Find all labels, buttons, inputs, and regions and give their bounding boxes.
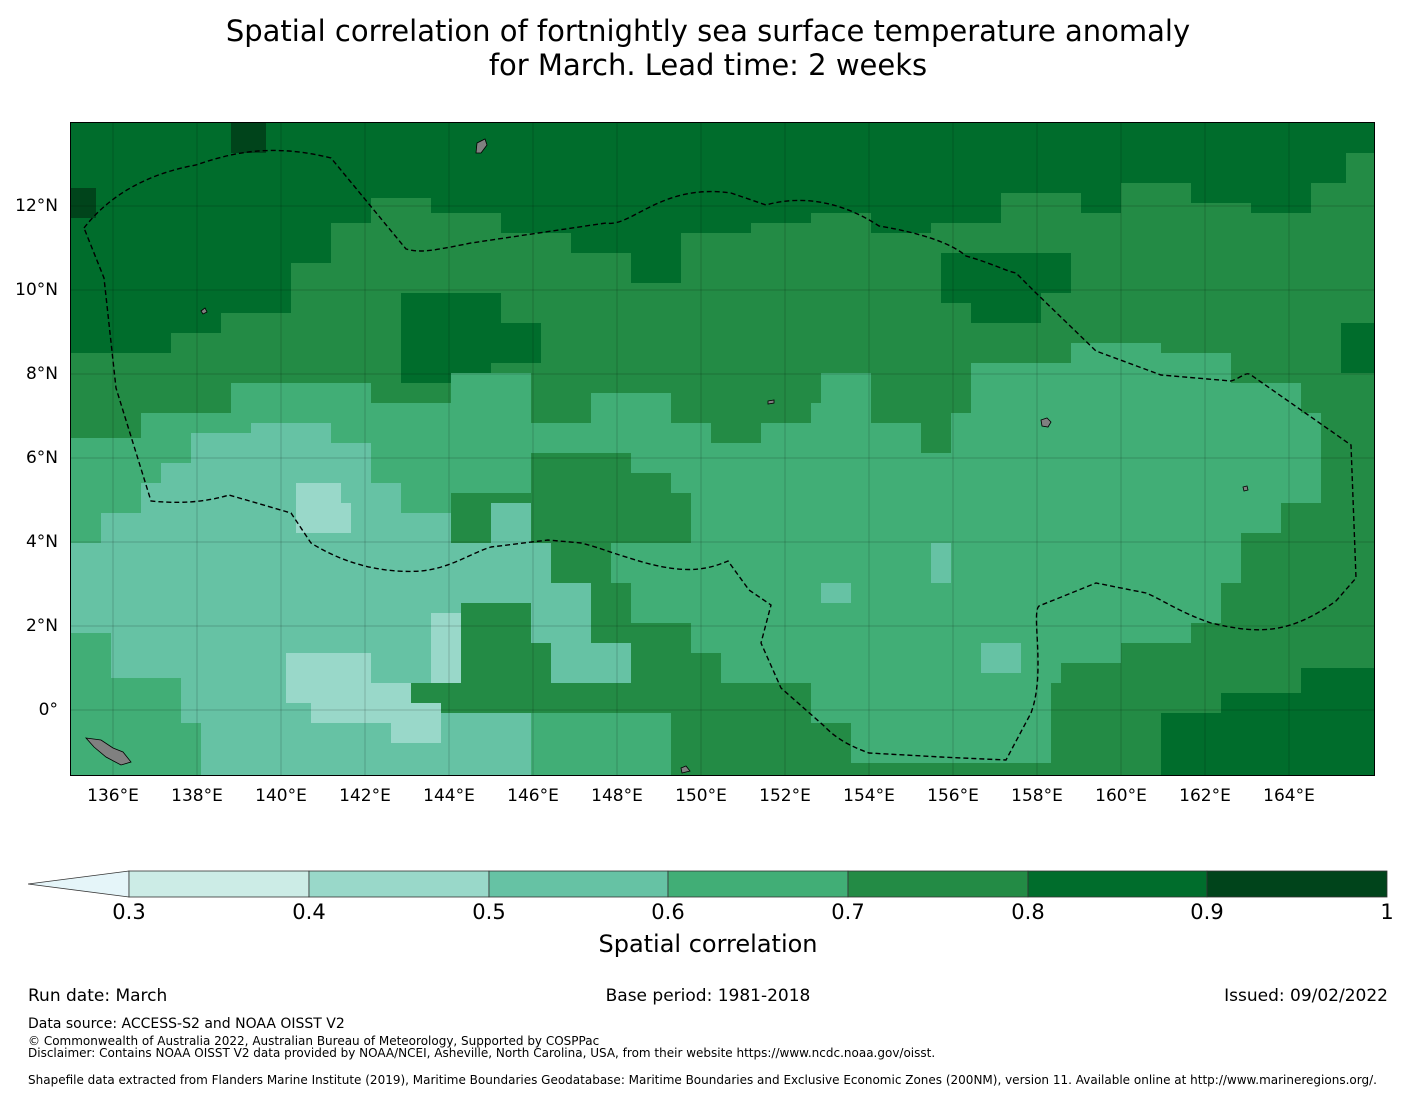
colorbar-tick: 0.5 bbox=[472, 900, 506, 924]
region-high-far-east bbox=[1341, 323, 1374, 373]
lon-label: 156°E bbox=[927, 786, 979, 806]
region-low-south bbox=[201, 713, 531, 775]
base-period: Base period: 1981-2018 bbox=[605, 986, 811, 1006]
land-new-guinea-west bbox=[84, 737, 132, 766]
lat-label: 2°N bbox=[25, 616, 58, 636]
region-mid-center bbox=[821, 373, 861, 443]
lon-label: 148°E bbox=[591, 786, 643, 806]
lat-label: 8°N bbox=[25, 364, 58, 384]
land-masses bbox=[84, 138, 1249, 774]
lon-label: 158°E bbox=[1011, 786, 1063, 806]
title-line-2: for March. Lead time: 2 weeks bbox=[488, 48, 928, 82]
issued-date: Issued: 09/02/2022 bbox=[1224, 986, 1388, 1006]
grid-lines bbox=[71, 123, 1374, 775]
colorbar-bin-0.5-0.6 bbox=[488, 870, 669, 898]
correlation-map bbox=[71, 123, 1374, 775]
colorbar-tick: 0.4 bbox=[292, 900, 326, 924]
region-very-high-n bbox=[231, 123, 266, 153]
eez-boundary bbox=[83, 149, 1357, 761]
colorbar bbox=[28, 870, 1388, 898]
lat-label: 0° bbox=[38, 700, 58, 720]
colorbar-tick: 0.6 bbox=[651, 900, 685, 924]
lon-label: 146°E bbox=[507, 786, 559, 806]
region-mid-south-center bbox=[531, 713, 671, 775]
lon-label: 152°E bbox=[759, 786, 811, 806]
colorbar-tick: 0.3 bbox=[112, 900, 146, 924]
lon-label: 154°E bbox=[843, 786, 895, 806]
colorbar-tick: 0.8 bbox=[1011, 900, 1045, 924]
disclaimer: Disclaimer: Contains NOAA OISST V2 data … bbox=[28, 1046, 936, 1060]
map-title: Spatial correlation of fortnightly sea s… bbox=[0, 14, 1416, 82]
lat-label: 10°N bbox=[15, 280, 58, 300]
lon-label: 138°E bbox=[171, 786, 223, 806]
lon-label: 150°E bbox=[675, 786, 727, 806]
copyright: © Commonwealth of Australia 2022, Austra… bbox=[28, 1034, 600, 1048]
region-very-high-nw bbox=[71, 188, 96, 218]
colorbar-bin-0.6-0.7 bbox=[667, 870, 849, 898]
region-very-low-1 bbox=[296, 483, 351, 533]
land-islet-2 bbox=[767, 399, 775, 405]
region-very-low-3 bbox=[431, 613, 461, 683]
land-island-south bbox=[680, 765, 691, 774]
colorbar-bin-0.7-0.8 bbox=[847, 870, 1029, 898]
land-island-chuuk bbox=[1040, 417, 1052, 428]
region-low-center bbox=[821, 583, 851, 603]
colorbar-extend-arrow bbox=[28, 870, 130, 898]
lon-label: 160°E bbox=[1095, 786, 1147, 806]
lat-label: 12°N bbox=[15, 196, 58, 216]
colorbar-title: Spatial correlation bbox=[598, 930, 818, 958]
map-svg bbox=[71, 123, 1374, 775]
land-island-north bbox=[475, 138, 488, 154]
region-very-low-2 bbox=[286, 653, 441, 743]
colorbar-bin-0.9-1 bbox=[1206, 870, 1388, 898]
lon-label: 164°E bbox=[1263, 786, 1315, 806]
data-source: Data source: ACCESS-S2 and NOAA OISST V2 bbox=[28, 1016, 345, 1032]
colorbar-bin-0.3-0.4 bbox=[128, 870, 310, 898]
region-high-north bbox=[71, 123, 1374, 353]
shapefile-credit: Shapefile data extracted from Flanders M… bbox=[28, 1073, 1377, 1087]
colorbar-bin-0.4-0.5 bbox=[308, 870, 490, 898]
run-date: Run date: March bbox=[28, 986, 168, 1006]
region-high-east bbox=[941, 253, 1071, 323]
lon-label: 140°E bbox=[255, 786, 307, 806]
region-low-east bbox=[931, 543, 951, 583]
colorbar-bin-0.8-0.9 bbox=[1027, 870, 1208, 898]
lon-label: 136°E bbox=[87, 786, 139, 806]
region-high-center bbox=[401, 293, 541, 383]
region-low-se bbox=[981, 643, 1021, 673]
region-low-west bbox=[71, 423, 631, 775]
colorbar-tick: 1 bbox=[1380, 900, 1394, 924]
title-line-1: Spatial correlation of fortnightly sea s… bbox=[225, 14, 1191, 48]
land-islet-1 bbox=[200, 307, 208, 315]
colorbar-tick: 0.7 bbox=[831, 900, 865, 924]
lat-label: 6°N bbox=[25, 448, 58, 468]
region-mid-southwest bbox=[71, 633, 201, 775]
lat-label: 4°N bbox=[25, 532, 58, 552]
land-island-east bbox=[1242, 485, 1249, 492]
lon-label: 142°E bbox=[339, 786, 391, 806]
colorbar-tick: 0.9 bbox=[1190, 900, 1224, 924]
region-high-se bbox=[1161, 668, 1374, 775]
lon-label: 162°E bbox=[1179, 786, 1231, 806]
lon-label: 144°E bbox=[423, 786, 475, 806]
